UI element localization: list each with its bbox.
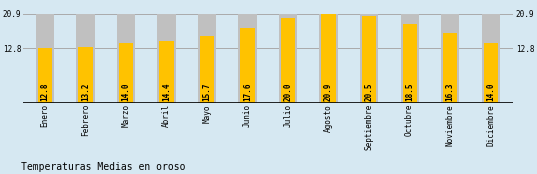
Bar — [78, 47, 92, 103]
Bar — [322, 14, 336, 103]
Text: 14.0: 14.0 — [121, 82, 130, 101]
Bar — [360, 14, 378, 103]
Text: 17.6: 17.6 — [243, 82, 252, 101]
Bar — [119, 43, 133, 103]
Bar — [200, 36, 214, 103]
Bar — [482, 14, 500, 103]
Text: 14.0: 14.0 — [486, 82, 495, 101]
Text: 20.9: 20.9 — [324, 82, 333, 101]
Text: 20.0: 20.0 — [284, 82, 293, 101]
Bar — [441, 14, 459, 103]
Bar — [362, 15, 376, 103]
Bar — [443, 33, 457, 103]
Bar — [38, 48, 52, 103]
Text: 12.8: 12.8 — [40, 82, 49, 101]
Bar — [198, 14, 216, 103]
Bar — [159, 41, 173, 103]
Bar — [241, 28, 255, 103]
Text: 14.4: 14.4 — [162, 82, 171, 101]
Bar — [281, 18, 295, 103]
Bar — [36, 14, 54, 103]
Bar — [279, 14, 297, 103]
Text: 13.2: 13.2 — [81, 82, 90, 101]
Bar — [157, 14, 176, 103]
Bar — [320, 14, 338, 103]
Text: 16.3: 16.3 — [446, 82, 455, 101]
Bar — [76, 14, 95, 103]
Bar — [403, 24, 417, 103]
Bar — [238, 14, 257, 103]
Text: Temperaturas Medias en oroso: Temperaturas Medias en oroso — [21, 162, 186, 172]
Text: 15.7: 15.7 — [202, 82, 212, 101]
Text: 20.5: 20.5 — [365, 82, 374, 101]
Bar — [117, 14, 135, 103]
Bar — [401, 14, 419, 103]
Text: 18.5: 18.5 — [405, 82, 414, 101]
Bar — [483, 43, 498, 103]
